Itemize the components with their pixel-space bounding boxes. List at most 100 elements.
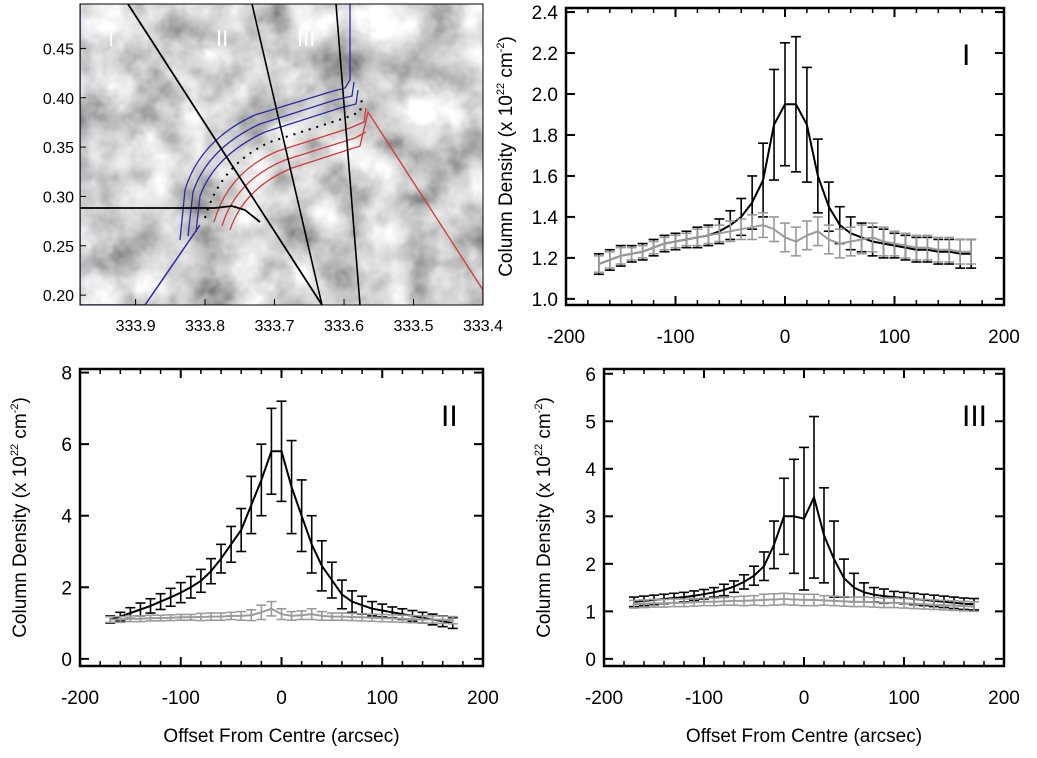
y-tick-label: 2 [61, 578, 72, 599]
y-tick-label: 2.2 [532, 44, 558, 65]
x-tick-label: 100 [888, 688, 920, 709]
y-title-unit-exp: -2 [9, 404, 21, 414]
map-y-tick-label: 0.25 [43, 239, 74, 256]
y-tick-label: 2 [585, 555, 596, 576]
x-tick-label: 100 [879, 327, 911, 348]
y-title-main: Column Density (x 10 [10, 456, 31, 638]
y-title-exp: 22 [9, 444, 21, 456]
y-tick-label: 8 [61, 364, 72, 385]
y-title-close: ) [10, 397, 31, 403]
y-tick-label: 1.0 [532, 290, 558, 311]
x-tick-label: -200 [61, 688, 99, 709]
y-axis-title: Column Density (x 1022 cm-2) [533, 397, 555, 638]
map-region-label-III: III [297, 26, 315, 51]
panel-label: III [962, 400, 987, 433]
profile-panel-III: -200 -100 0 100 200 0 1 2 3 4 5 6 III Column Density … [533, 365, 1020, 747]
x-tick-label: -200 [585, 688, 623, 709]
y-tick-label: 4 [585, 460, 596, 481]
y-tick-label: 1.4 [532, 208, 559, 229]
map-axis-ticks: 333.9 333.8 333.7 333.6 333.5 333.4 0.45 0.40 0.… [43, 41, 503, 335]
y-title-exp: 22 [533, 444, 545, 456]
y-tick-label: 0 [61, 650, 72, 671]
series-black [629, 415, 979, 611]
panel-label: I [962, 39, 970, 72]
y-title-close: ) [534, 397, 555, 403]
x-tick-label: -100 [656, 327, 694, 348]
contour-center-dotted [204, 97, 363, 219]
y-tick-label: 2.0 [532, 85, 558, 106]
x-tick-label: 100 [366, 688, 398, 709]
y-tick-label: 6 [61, 435, 72, 456]
series-line [633, 597, 975, 608]
map-frame [79, 3, 484, 306]
y-tick-label: 1 [585, 602, 596, 623]
y-title-unit-exp: -2 [495, 43, 507, 53]
map-x-tick-label: 333.5 [393, 318, 433, 335]
x-tick-label: -200 [547, 327, 585, 348]
y-title-main: Column Density (x 10 [496, 95, 517, 277]
map-y-tick-label: 0.20 [43, 288, 74, 305]
map-region-label-II: II [216, 26, 228, 51]
profile-panel-I: -200 -100 0 100 200 1.0 1.2 1.4 1.6 1.8 2.0 2.2 2.4 I… [495, 3, 1020, 348]
cut-line-III [335, 4, 361, 305]
y-tick-label: 6 [585, 365, 596, 386]
contour-blue-inner [195, 89, 359, 233]
x-axis-title: Offset From Centre (arcsec) [686, 726, 922, 747]
x-tick-label: 0 [276, 688, 287, 709]
cut-horizontal [80, 205, 261, 223]
series-line [109, 450, 453, 625]
x-tick-label: 200 [988, 327, 1020, 348]
y-axis-title: Column Density (x 1022 cm-2) [9, 397, 31, 638]
region-boundary-blue [80, 4, 201, 305]
map-y-tick-label: 0.40 [43, 91, 74, 108]
map-x-tick-label: 333.4 [463, 318, 503, 335]
y-tick-label: 1.8 [532, 126, 558, 147]
map-x-tick-label: 333.8 [185, 318, 225, 335]
profile-panel-II: -200 -100 0 100 200 0 2 4 6 8 II Column Density (x … [9, 364, 499, 747]
series-grey [629, 592, 979, 613]
series-grey [593, 212, 977, 274]
map-region-label-I: I [108, 26, 114, 51]
panel-label: II [441, 400, 458, 433]
y-title-unit: cm [534, 413, 555, 444]
map-y-tick-label: 0.30 [43, 189, 74, 206]
y-tick-label: 1.2 [532, 249, 558, 270]
y-tick-label: 4 [61, 507, 72, 528]
x-tick-label: -100 [685, 688, 723, 709]
map-x-tick-label: 333.9 [116, 318, 156, 335]
series-black [105, 400, 458, 630]
map-panel: I II III 333.9 333.8 333.7 333.6 333.5 333.4 0… [43, 3, 503, 335]
map-x-tick-label: 333.6 [324, 318, 364, 335]
y-tick-label: 2.4 [532, 3, 559, 24]
map-y-tick-label: 0.45 [43, 41, 74, 58]
x-tick-label: 200 [988, 688, 1020, 709]
y-tick-label: 1.6 [532, 167, 558, 188]
contour-blue-outer [179, 4, 351, 241]
y-title-exp: 22 [495, 83, 507, 95]
x-axis-title: Offset From Centre (arcsec) [163, 726, 399, 747]
y-tick-label: 3 [585, 507, 596, 528]
series-grey [105, 600, 458, 625]
column-density-image: I II III [80, 4, 483, 305]
x-tick-label: 200 [467, 688, 499, 709]
y-title-main: Column Density (x 10 [534, 456, 555, 638]
map-x-tick-label: 333.7 [255, 318, 295, 335]
x-tick-label: -100 [162, 688, 200, 709]
series-line [110, 607, 453, 622]
series-line [598, 224, 972, 265]
contour-red-outer [229, 110, 483, 291]
y-tick-label: 0 [585, 650, 596, 671]
x-tick-label: 0 [780, 327, 791, 348]
y-title-close: ) [496, 36, 517, 42]
y-axis-title: Column Density (x 1022 cm-2) [495, 36, 517, 277]
y-title-unit: cm [10, 413, 31, 444]
cut-line-I [127, 4, 323, 305]
y-tick-label: 5 [585, 412, 596, 433]
contour-blue-mid [187, 81, 355, 237]
y-title-unit-exp: -2 [533, 404, 545, 414]
x-tick-label: 0 [799, 688, 810, 709]
contour-red-mid [221, 131, 367, 227]
y-title-unit: cm [496, 52, 517, 83]
map-y-tick-label: 0.35 [43, 140, 74, 157]
